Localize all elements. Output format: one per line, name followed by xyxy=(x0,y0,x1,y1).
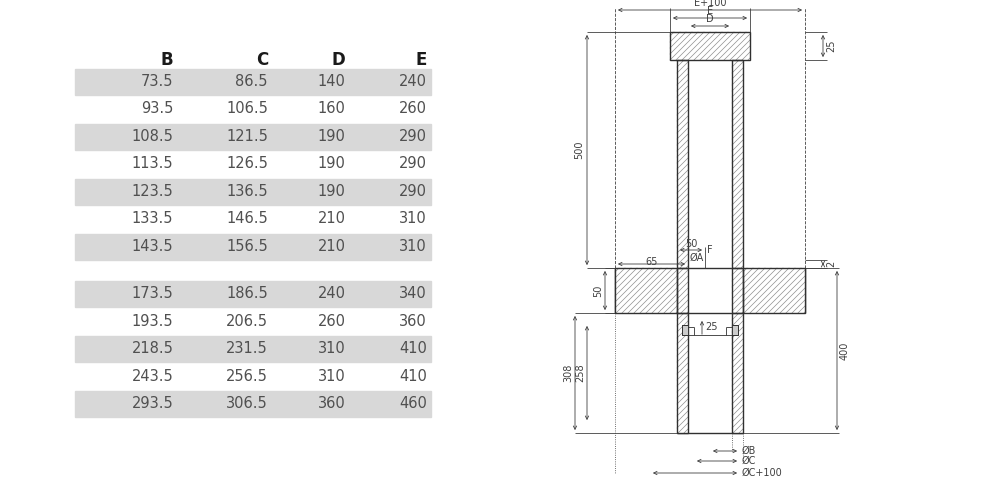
Bar xyxy=(74,281,431,307)
Text: 2: 2 xyxy=(826,261,836,267)
Text: 240: 240 xyxy=(317,286,345,301)
Text: 260: 260 xyxy=(317,314,345,328)
Bar xyxy=(743,268,805,313)
Bar xyxy=(74,336,431,362)
Text: 140: 140 xyxy=(318,74,345,88)
Text: 240: 240 xyxy=(399,74,427,88)
Text: 160: 160 xyxy=(318,101,345,116)
Text: 290: 290 xyxy=(399,156,427,171)
Text: 258: 258 xyxy=(575,364,585,382)
Text: 260: 260 xyxy=(399,101,427,116)
Bar xyxy=(74,234,431,260)
Text: 256.5: 256.5 xyxy=(226,368,268,384)
Text: 460: 460 xyxy=(399,396,427,411)
Text: 108.5: 108.5 xyxy=(132,128,173,144)
Text: 190: 190 xyxy=(318,128,345,144)
Text: 133.5: 133.5 xyxy=(132,211,173,226)
Text: 65: 65 xyxy=(645,257,658,267)
Text: 156.5: 156.5 xyxy=(226,238,268,254)
Bar xyxy=(74,178,431,205)
Text: 193.5: 193.5 xyxy=(132,314,173,328)
Bar xyxy=(677,313,688,433)
Bar xyxy=(677,313,688,433)
Bar xyxy=(743,268,805,313)
Text: 218.5: 218.5 xyxy=(132,341,173,356)
Text: 310: 310 xyxy=(399,211,427,226)
Text: 360: 360 xyxy=(318,396,345,411)
Bar xyxy=(732,60,743,268)
Text: D: D xyxy=(706,14,714,24)
Text: E: E xyxy=(416,51,427,69)
Bar xyxy=(732,268,743,313)
Text: 310: 310 xyxy=(399,238,427,254)
Text: E+100: E+100 xyxy=(694,0,726,8)
Text: 210: 210 xyxy=(317,238,345,254)
Bar xyxy=(74,391,431,417)
Text: 306.5: 306.5 xyxy=(226,396,268,411)
Bar xyxy=(732,325,738,335)
Text: 243.5: 243.5 xyxy=(132,368,173,384)
Bar xyxy=(615,268,677,313)
Bar xyxy=(732,60,743,268)
Bar xyxy=(677,268,688,313)
Text: 190: 190 xyxy=(318,184,345,198)
Text: 206.5: 206.5 xyxy=(226,314,268,328)
Text: 308: 308 xyxy=(563,364,573,382)
Text: E: E xyxy=(707,6,713,16)
Text: 400: 400 xyxy=(840,342,850,359)
Text: 121.5: 121.5 xyxy=(226,128,268,144)
Text: 126.5: 126.5 xyxy=(226,156,268,171)
Bar xyxy=(615,268,677,313)
Text: 310: 310 xyxy=(318,368,345,384)
Bar xyxy=(74,68,431,95)
Text: F: F xyxy=(707,245,713,255)
Bar xyxy=(677,268,688,313)
Bar xyxy=(677,60,688,268)
Text: 86.5: 86.5 xyxy=(236,74,268,88)
Bar xyxy=(732,268,743,313)
Bar xyxy=(682,325,688,335)
Text: ØC: ØC xyxy=(742,456,756,466)
Text: 231.5: 231.5 xyxy=(226,341,268,356)
Text: ØC+100: ØC+100 xyxy=(742,468,783,478)
Text: 106.5: 106.5 xyxy=(226,101,268,116)
Text: 340: 340 xyxy=(399,286,427,301)
Text: ØA: ØA xyxy=(690,253,704,263)
Text: D: D xyxy=(332,51,345,69)
Bar xyxy=(732,313,743,433)
Text: 210: 210 xyxy=(317,211,345,226)
Bar xyxy=(74,124,431,150)
Text: 190: 190 xyxy=(318,156,345,171)
Text: 143.5: 143.5 xyxy=(132,238,173,254)
Bar xyxy=(677,60,688,268)
Text: 146.5: 146.5 xyxy=(226,211,268,226)
Text: 293.5: 293.5 xyxy=(132,396,173,411)
Text: 173.5: 173.5 xyxy=(132,286,173,301)
Text: C: C xyxy=(256,51,268,69)
Text: 186.5: 186.5 xyxy=(226,286,268,301)
Text: ØB: ØB xyxy=(742,446,756,456)
Text: 360: 360 xyxy=(399,314,427,328)
Text: 410: 410 xyxy=(399,341,427,356)
Text: 25: 25 xyxy=(826,40,836,52)
Text: 310: 310 xyxy=(318,341,345,356)
Text: 136.5: 136.5 xyxy=(226,184,268,198)
Text: B: B xyxy=(161,51,173,69)
Bar xyxy=(670,32,750,60)
Text: 290: 290 xyxy=(399,184,427,198)
Bar xyxy=(670,32,750,60)
Text: 123.5: 123.5 xyxy=(132,184,173,198)
Text: 73.5: 73.5 xyxy=(141,74,173,88)
Text: 113.5: 113.5 xyxy=(132,156,173,171)
Text: 500: 500 xyxy=(574,141,584,159)
Text: 50: 50 xyxy=(685,239,697,249)
Bar xyxy=(732,313,743,433)
Text: 25: 25 xyxy=(705,322,718,332)
Text: 410: 410 xyxy=(399,368,427,384)
Text: 93.5: 93.5 xyxy=(141,101,173,116)
Text: 290: 290 xyxy=(399,128,427,144)
Text: 50: 50 xyxy=(593,284,603,296)
